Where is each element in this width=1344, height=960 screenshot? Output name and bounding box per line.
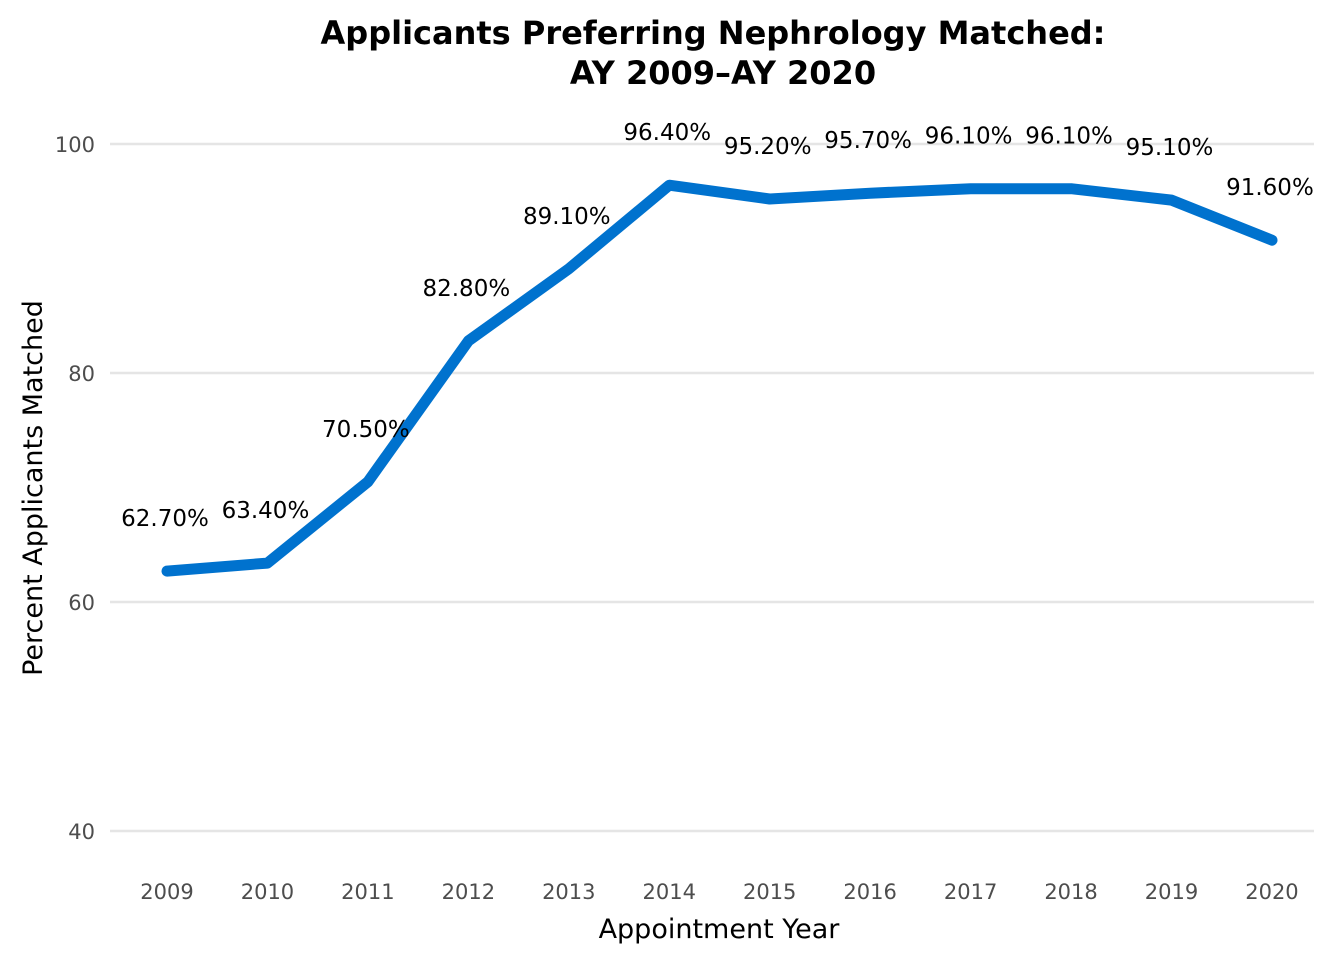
x-tick-label: 2012: [442, 880, 495, 904]
x-tick-label: 2020: [1245, 880, 1298, 904]
x-tick-label: 2010: [241, 880, 294, 904]
x-tick-label: 2016: [843, 880, 896, 904]
series-line: [161, 179, 1278, 577]
data-label: 62.70%: [121, 506, 209, 532]
x-tick-label: 2014: [643, 880, 696, 904]
y-tick-label: 60: [68, 591, 95, 615]
data-point: [266, 562, 268, 564]
data-point: [1070, 188, 1072, 190]
data-point: [970, 188, 972, 190]
data-point: [668, 184, 670, 186]
data-point: [467, 340, 469, 342]
data-point: [568, 268, 570, 270]
data-label: 95.20%: [724, 134, 812, 160]
grid-layer: [110, 142, 1314, 833]
data-label: 91.60%: [1226, 175, 1314, 201]
data-label: 70.50%: [322, 417, 410, 443]
data-point: [166, 570, 168, 572]
x-axis-title: Appointment Year: [599, 914, 841, 945]
x-tick-label: 2018: [1044, 880, 1097, 904]
x-tick-label: 2013: [542, 880, 595, 904]
x-tick-label: 2019: [1145, 880, 1198, 904]
data-label: 96.10%: [925, 124, 1013, 150]
x-tick-label: 2017: [944, 880, 997, 904]
y-tick-label: 80: [68, 362, 95, 386]
data-label: 82.80%: [422, 276, 510, 302]
data-label: 63.40%: [222, 498, 310, 524]
data-point: [769, 198, 771, 200]
x-axis-ticks: 2009 2010 2011 2012 2013 2014 2015 2016 2017 2018…: [140, 880, 1298, 904]
data-labels: 62.70% 63.40% 70.50% 82.80% 89.10% 96.40% 95.2…: [121, 120, 1314, 532]
data-point: [1171, 199, 1172, 201]
x-tick-label: 2015: [743, 880, 796, 904]
chart-title: Applicants Preferring Nephrology Matched…: [321, 14, 1106, 52]
series-layer: [161, 179, 1278, 577]
data-label: 96.40%: [623, 120, 711, 146]
y-tick-label: 40: [68, 820, 95, 844]
data-point: [367, 481, 369, 483]
data-label: 89.10%: [523, 204, 611, 230]
data-point: [1271, 239, 1273, 241]
chart-subtitle: AY 2009–AY 2020: [570, 54, 876, 92]
data-point: [869, 192, 871, 194]
y-axis-ticks: 40 60 80 100: [55, 133, 95, 844]
x-tick-label: 2011: [341, 880, 394, 904]
x-tick-label: 2009: [140, 880, 193, 904]
data-label: 96.10%: [1025, 124, 1113, 150]
y-axis-title: Percent Applicants Matched: [18, 300, 49, 676]
data-label: 95.10%: [1126, 135, 1214, 161]
data-label: 95.70%: [824, 128, 912, 154]
y-tick-label: 100: [55, 133, 95, 157]
